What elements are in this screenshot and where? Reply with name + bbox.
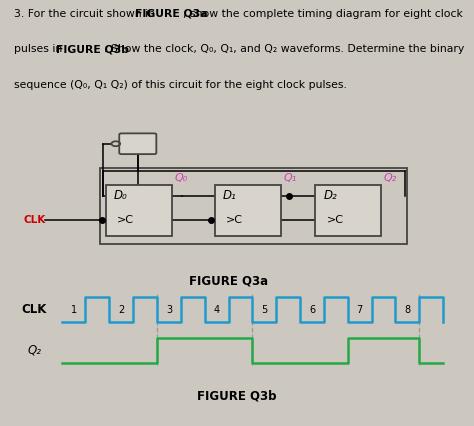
Bar [106,184,172,236]
Text: >C: >C [226,215,243,225]
Text: . Show the clock, Q₀, Q₁, and Q₂ waveforms. Determine the binary: . Show the clock, Q₀, Q₁, and Q₂ wavefor… [104,44,465,54]
Text: 4: 4 [214,305,219,315]
Text: FIGURE Q3b: FIGURE Q3b [56,44,129,54]
Bar [215,184,281,236]
Text: , show the complete timing diagram for eight clock: , show the complete timing diagram for e… [183,9,463,19]
Text: FIGURE Q3a: FIGURE Q3a [135,9,207,19]
Text: 8: 8 [404,305,410,315]
Text: pulses in: pulses in [14,44,66,54]
Text: 5: 5 [261,305,267,315]
Text: >C: >C [327,215,343,225]
Bar [100,167,407,245]
Text: >C: >C [117,215,134,225]
Text: Q₀: Q₀ [174,173,187,183]
Text: 3: 3 [166,305,172,315]
Text: D₀: D₀ [114,190,128,202]
Text: Q₂: Q₂ [383,173,397,183]
Text: 3. For the circuit shown in: 3. For the circuit shown in [14,9,159,19]
Text: CLK: CLK [21,303,47,316]
Text: D₁: D₁ [223,190,237,202]
Text: FIGURE Q3a: FIGURE Q3a [189,275,268,288]
Text: 6: 6 [309,305,315,315]
Text: 1: 1 [71,305,77,315]
Text: 7: 7 [356,305,363,315]
Text: D₂: D₂ [323,190,337,202]
Text: FIGURE Q3b: FIGURE Q3b [197,389,277,403]
Text: Q₂: Q₂ [27,344,41,357]
Bar [316,184,381,236]
Text: Q₁: Q₁ [283,173,296,183]
Text: 2: 2 [118,305,124,315]
FancyBboxPatch shape [119,133,156,154]
Text: CLK: CLK [23,215,46,225]
Text: sequence (Q₀, Q₁ Q₂) of this circuit for the eight clock pulses.: sequence (Q₀, Q₁ Q₂) of this circuit for… [14,80,347,90]
